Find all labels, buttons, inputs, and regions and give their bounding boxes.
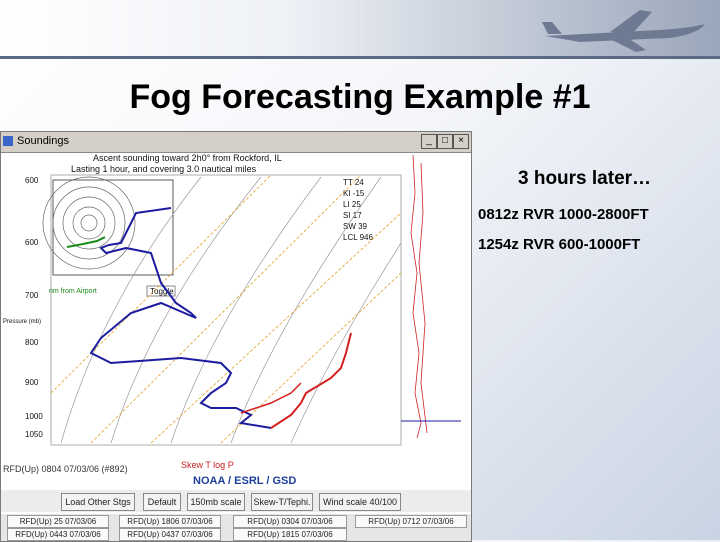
sounding-option[interactable]: RFD(Up) 0304 07/03/06 xyxy=(233,515,347,528)
temperature-trace xyxy=(270,332,352,429)
pressure-axis-title: Pressure (mb) xyxy=(3,319,41,325)
window-titlebar[interactable]: Soundings _ □ × xyxy=(1,132,471,153)
skewt-tephi-button[interactable]: Skew-T/Tephi. xyxy=(251,493,313,511)
minimize-icon[interactable]: _ xyxy=(421,134,437,149)
default-button[interactable]: Default xyxy=(143,493,181,511)
stability-index: SW 39 xyxy=(343,222,368,231)
app-icon xyxy=(3,136,13,146)
sounding-selector: RFD(Up) 25 07/03/06 RFD(Up) 1806 07/03/0… xyxy=(1,514,471,541)
sounding-footnote: RFD(Up) 0804 07/03/06 (#892) xyxy=(3,464,128,474)
temperature-trace-low xyxy=(240,382,302,414)
toggle-label: Toggle xyxy=(150,287,174,296)
sounding-option[interactable]: RFD(Up) 1815 07/03/06 xyxy=(233,528,347,541)
pressure-label: 800 xyxy=(25,338,39,347)
sounding-frame xyxy=(50,174,402,446)
header-rule xyxy=(0,56,720,59)
window-title: Soundings xyxy=(17,135,69,147)
sounding-option[interactable]: RFD(Up) 1806 07/03/06 xyxy=(119,515,221,528)
stability-indices: TT 24 KI -15 LI 25 SI 17 SW 39 LCL 946 xyxy=(343,178,374,242)
maximize-icon[interactable]: □ xyxy=(437,134,453,149)
dewpoint-trace xyxy=(89,207,272,429)
stability-index: KI -15 xyxy=(343,189,365,198)
stability-index: LI 25 xyxy=(343,200,361,209)
hodograph-rings xyxy=(42,176,136,270)
pressure-label: 600 xyxy=(25,238,39,247)
wind-profile xyxy=(410,154,428,439)
pressure-label: 900 xyxy=(25,378,39,387)
plot-header-2: Lasting 1 hour, and covering 3.0 nautica… xyxy=(71,164,257,174)
load-other-button[interactable]: Load Other Stgs xyxy=(61,493,135,511)
sounding-option[interactable]: RFD(Up) 0437 07/03/06 xyxy=(119,528,221,541)
hodograph-trace xyxy=(66,236,106,248)
agency-label: NOAA / ESRL / GSD xyxy=(193,475,297,487)
scale-button[interactable]: 150mb scale xyxy=(187,493,245,511)
soundings-window: Soundings _ □ × Ascent sounding toward 2… xyxy=(0,131,472,542)
pressure-label: 600 xyxy=(25,176,39,185)
close-icon[interactable]: × xyxy=(453,134,469,149)
sounding-footnote-red: Skew T log P xyxy=(181,460,234,470)
control-bar: Load Other Stgs Default 150mb scale Skew… xyxy=(1,490,471,512)
slide-title: Fog Forecasting Example #1 xyxy=(129,78,591,116)
plot-header-1: Ascent sounding toward 2h0° from Rockfor… xyxy=(93,153,282,163)
notes-line-1: 0812z RVR 1000-2800FT xyxy=(478,206,649,223)
stability-index: LCL 946 xyxy=(343,233,374,242)
sounding-option[interactable]: RFD(Up) 0712 07/03/06 xyxy=(355,515,467,528)
stability-index: SI 17 xyxy=(343,211,362,220)
pressure-axis-labels: 600 600 700 800 900 1000 1050 xyxy=(25,176,43,439)
sounding-option[interactable]: RFD(Up) 0443 07/03/06 xyxy=(7,528,109,541)
toggle-button[interactable] xyxy=(146,285,176,297)
wind-scale-button[interactable]: Wind scale 40/100 xyxy=(319,493,401,511)
notes-headline: 3 hours later… xyxy=(518,168,652,189)
header-band xyxy=(0,0,720,58)
stability-index: TT 24 xyxy=(343,178,364,187)
skew-t-plot[interactable]: Ascent sounding toward 2h0° from Rockfor… xyxy=(1,153,471,473)
pressure-label: 1050 xyxy=(25,430,43,439)
pressure-label: 1000 xyxy=(25,412,43,421)
pressure-label: 700 xyxy=(25,291,39,300)
notes-line-2: 1254z RVR 600-1000FT xyxy=(478,236,641,253)
sounding-option[interactable]: RFD(Up) 25 07/03/06 xyxy=(7,515,109,528)
hodograph-legend: nm from Airport xyxy=(49,288,97,295)
plane-icon xyxy=(542,10,705,52)
